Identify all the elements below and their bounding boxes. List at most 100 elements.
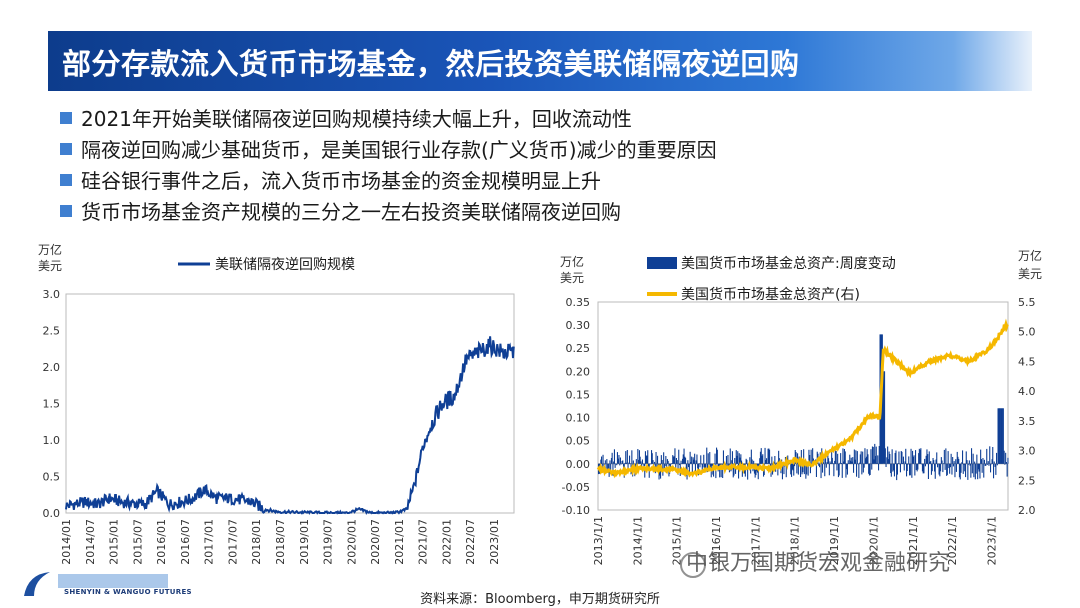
weekly-change-bar bbox=[866, 449, 868, 464]
weekly-change-bar bbox=[693, 459, 695, 464]
weekly-change-bar bbox=[917, 463, 919, 470]
weekly-change-bar bbox=[720, 463, 722, 478]
weekly-change-bar bbox=[629, 463, 631, 464]
weekly-change-bar bbox=[709, 452, 711, 464]
weekly-change-bar bbox=[792, 463, 794, 471]
weekly-change-bar bbox=[873, 459, 875, 464]
weekly-change-bar bbox=[640, 461, 642, 464]
weekly-change-bar bbox=[707, 453, 709, 464]
weekly-change-bar bbox=[684, 456, 686, 464]
weekly-change-bar bbox=[718, 463, 720, 468]
weekly-change-bar bbox=[613, 449, 615, 464]
weekly-change-bar bbox=[796, 463, 798, 474]
weekly-change-bar bbox=[629, 455, 631, 464]
weekly-change-bar bbox=[627, 463, 629, 472]
y-right-tick-label: 2.0 bbox=[1018, 504, 1036, 517]
unit-right-label-2: 美元 bbox=[1018, 267, 1042, 281]
weekly-change-bar bbox=[865, 456, 867, 464]
weekly-change-bar bbox=[934, 463, 936, 472]
weekly-change-bar bbox=[980, 459, 982, 464]
weekly-change-bar bbox=[694, 453, 696, 464]
weekly-change-bar bbox=[920, 448, 922, 464]
weekly-change-bar bbox=[893, 463, 895, 471]
weekly-change-bar bbox=[831, 451, 833, 464]
weekly-change-bar bbox=[803, 449, 805, 464]
weekly-change-bar bbox=[775, 462, 777, 464]
weekly-change-bar bbox=[904, 461, 906, 464]
x-tick-label: 2020/1/1 bbox=[867, 516, 880, 565]
legend-label-line: 美国货币市场基金总资产(右) bbox=[681, 286, 860, 303]
weekly-change-bar bbox=[656, 463, 658, 468]
weekly-change-bar bbox=[876, 462, 878, 464]
weekly-change-bar bbox=[972, 453, 974, 464]
weekly-change-bar bbox=[837, 453, 839, 464]
weekly-change-bar bbox=[903, 463, 905, 471]
weekly-change-bar bbox=[924, 463, 926, 467]
weekly-change-bar bbox=[788, 463, 790, 465]
weekly-change-bar bbox=[1001, 408, 1003, 464]
weekly-change-bar bbox=[794, 463, 796, 467]
weekly-change-bar bbox=[899, 463, 901, 465]
weekly-change-bar bbox=[727, 455, 729, 464]
weekly-change-bar bbox=[738, 463, 740, 479]
weekly-change-bar bbox=[946, 463, 948, 475]
weekly-change-bar bbox=[650, 463, 652, 465]
weekly-change-bar bbox=[618, 455, 620, 464]
weekly-change-bar bbox=[891, 449, 893, 464]
weekly-change-bar bbox=[944, 463, 946, 470]
weekly-change-bar bbox=[805, 463, 807, 479]
bullet-square-icon bbox=[60, 142, 72, 155]
weekly-change-bar bbox=[703, 463, 705, 471]
weekly-change-bar bbox=[683, 448, 685, 464]
x-tick-label: 2023/1/1 bbox=[985, 516, 998, 565]
weekly-change-bar bbox=[974, 461, 976, 464]
weekly-change-bar bbox=[759, 458, 761, 464]
weekly-change-bar bbox=[877, 455, 879, 464]
weekly-change-bar bbox=[885, 463, 887, 467]
y-left-tick-label: 0.05 bbox=[566, 435, 591, 448]
weekly-change-bar bbox=[761, 455, 763, 464]
weekly-change-bar bbox=[719, 463, 721, 478]
weekly-change-bar bbox=[890, 463, 892, 474]
weekly-change-bar bbox=[965, 463, 967, 478]
weekly-change-bar bbox=[828, 463, 830, 476]
weekly-change-bar bbox=[626, 450, 628, 464]
weekly-change-bar bbox=[942, 463, 944, 473]
weekly-change-bar bbox=[619, 463, 621, 466]
weekly-change-bar bbox=[797, 453, 799, 464]
wechat-icon bbox=[680, 552, 706, 578]
weekly-change-bar bbox=[729, 448, 731, 464]
bullet-text: 隔夜逆回购减少基础货币，是美国银行业存款(广义货币)减少的重要原因 bbox=[81, 138, 717, 162]
weekly-change-bar bbox=[871, 463, 873, 470]
weekly-change-bar bbox=[800, 450, 802, 464]
weekly-change-bar bbox=[602, 454, 604, 464]
weekly-change-bar bbox=[862, 463, 864, 473]
weekly-change-bar bbox=[613, 461, 615, 464]
weekly-change-bar bbox=[651, 450, 653, 464]
weekly-change-bar bbox=[923, 463, 925, 474]
weekly-change-bar bbox=[682, 458, 684, 464]
weekly-change-bar bbox=[1003, 450, 1005, 464]
weekly-change-bar bbox=[930, 463, 932, 475]
weekly-change-bar bbox=[990, 463, 992, 473]
weekly-change-bar bbox=[943, 449, 945, 464]
weekly-change-bar bbox=[834, 448, 836, 464]
weekly-change-bar bbox=[616, 452, 618, 464]
weekly-change-bar bbox=[839, 462, 841, 464]
unit-label-2: 美元 bbox=[38, 259, 62, 273]
weekly-change-bar bbox=[990, 463, 992, 465]
weekly-change-bar bbox=[933, 460, 935, 464]
weekly-change-bar bbox=[601, 456, 603, 464]
weekly-change-bar bbox=[921, 463, 923, 465]
weekly-change-bar bbox=[837, 463, 839, 478]
weekly-change-bar bbox=[832, 463, 834, 464]
weekly-change-bar bbox=[759, 451, 761, 464]
weekly-change-bar bbox=[807, 463, 809, 476]
weekly-change-bar bbox=[887, 446, 889, 464]
weekly-change-bar bbox=[745, 458, 747, 464]
weekly-change-bar bbox=[859, 454, 861, 464]
weekly-change-bar bbox=[892, 463, 894, 472]
weekly-change-bar bbox=[766, 458, 768, 464]
x-tick-label: 2021/01 bbox=[393, 519, 406, 565]
weekly-change-bar bbox=[925, 455, 927, 464]
